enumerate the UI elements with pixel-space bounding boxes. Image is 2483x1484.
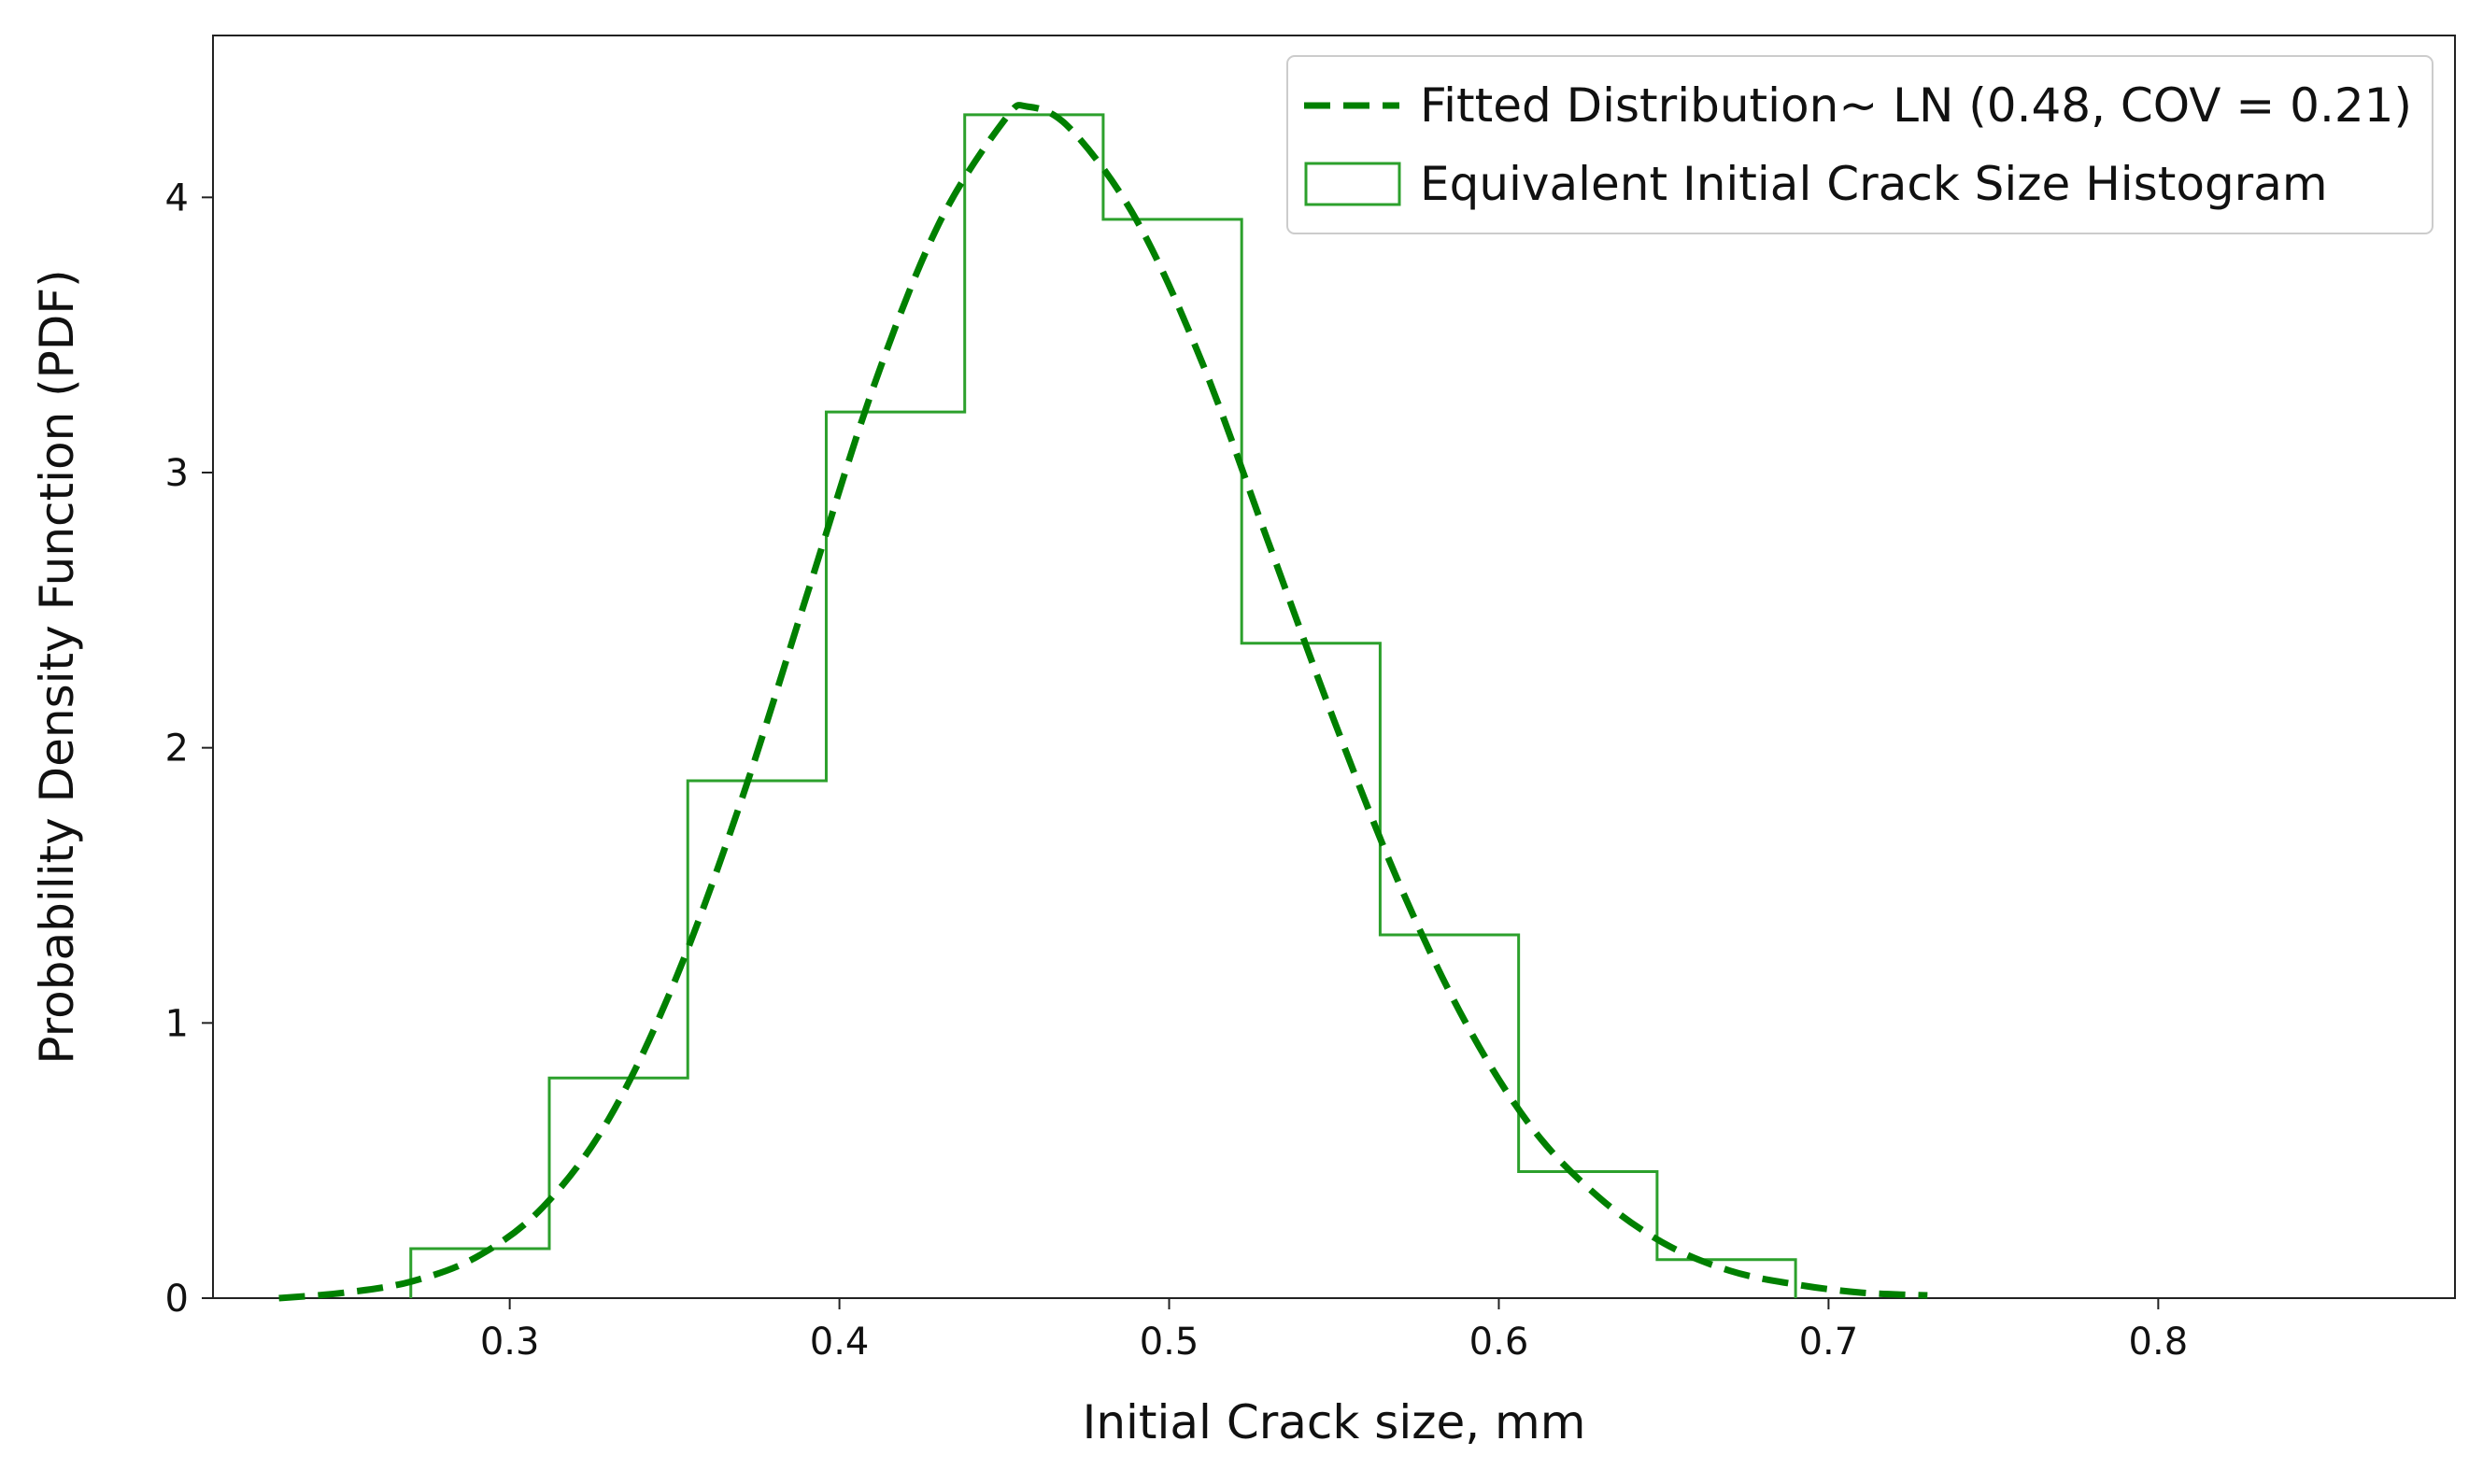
legend-histogram-swatch: [1304, 162, 1401, 206]
x-tick-label: 0.8: [2129, 1321, 2189, 1364]
y-tick-label: 3: [165, 452, 189, 495]
y-axis-label: Probability Density Function (PDF): [30, 269, 84, 1064]
y-axis-ticks: 0 1 2 3 4: [165, 177, 213, 1321]
legend-fit-label: Fitted Distribution~ LN (0.48, COV = 0.2…: [1420, 78, 2412, 133]
x-tick-label: 0.5: [1140, 1321, 1199, 1364]
y-tick-label: 0: [165, 1278, 189, 1321]
fitted-distribution-curve: [278, 102, 1928, 1302]
x-tick-label: 0.6: [1469, 1321, 1529, 1364]
x-axis-label: Initial Crack size, mm: [1083, 1395, 1586, 1449]
x-tick-label: 0.7: [1799, 1321, 1859, 1364]
y-tick-label: 1: [165, 1002, 189, 1045]
y-tick-label: 2: [165, 728, 189, 770]
x-axis-ticks: 0.3 0.4 0.5 0.6 0.7 0.8: [480, 1298, 2188, 1364]
legend: Fitted Distribution~ LN (0.48, COV = 0.2…: [1286, 55, 2433, 234]
legend-box: [1286, 55, 2433, 234]
x-tick-label: 0.3: [480, 1321, 540, 1364]
legend-histogram-label: Equivalent Initial Crack Size Histogram: [1420, 157, 2328, 211]
plot-area-frame: [212, 35, 2456, 1299]
y-tick-label: 4: [165, 177, 189, 219]
x-tick-label: 0.4: [810, 1321, 870, 1364]
histogram-step-series: [409, 113, 1797, 1298]
